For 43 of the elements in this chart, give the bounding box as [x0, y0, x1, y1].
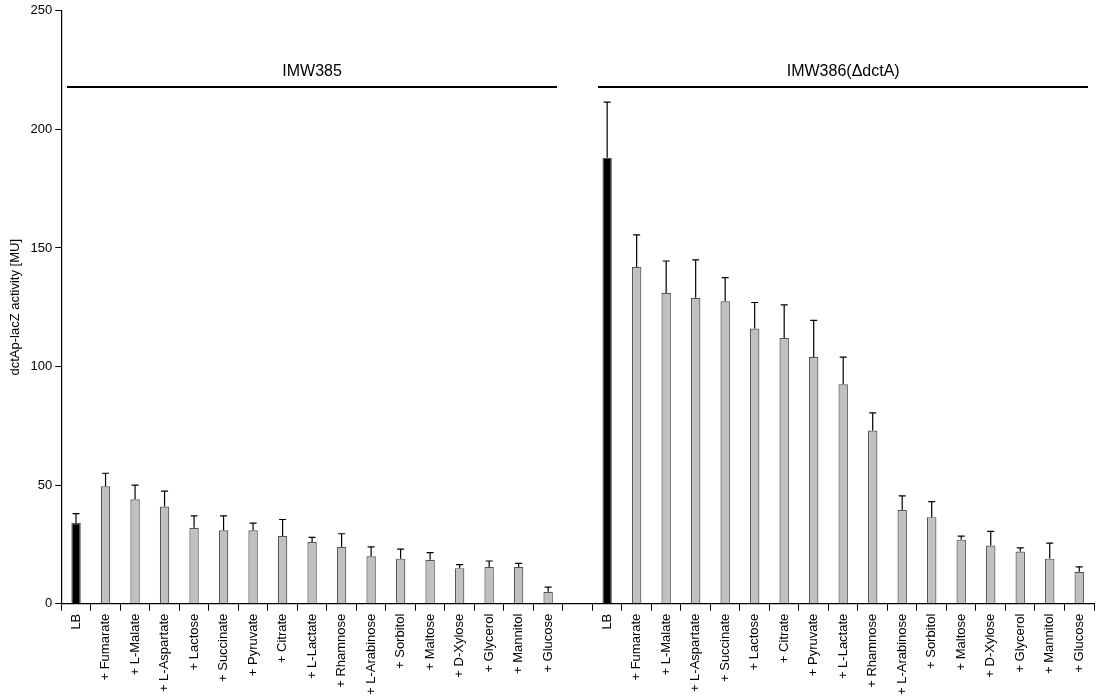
x-tick-label: + Fumarate: [628, 613, 644, 681]
x-tick-label: + Sorbitol: [392, 613, 408, 669]
y-tick-label: 200: [30, 120, 53, 136]
x-tick-label: + Glycerol: [480, 613, 496, 673]
x-tick-label: + Fumarate: [97, 613, 113, 681]
x-tick-label: + L-Arabinose: [362, 613, 378, 696]
x-tick-label: + Citrate: [775, 613, 791, 664]
y-tick-label: 0: [45, 595, 53, 611]
x-tick-label: + Pyruvate: [244, 613, 260, 677]
y-axis-title: dctAp-lacZ activity [MU]: [7, 238, 23, 376]
x-tick-label: + Rhamnose: [333, 613, 349, 688]
x-tick-label: LB: [598, 613, 614, 630]
x-tick-label: + L-Aspartate: [687, 613, 703, 693]
y-tick-label: 50: [37, 476, 53, 492]
x-tick-label: + Maltose: [952, 613, 968, 671]
x-tick-label: + D-Xylose: [982, 613, 998, 678]
x-tick-label: + Rhamnose: [864, 613, 880, 688]
x-tick-label: + L-Arabinose: [893, 613, 909, 696]
x-tick-label: + L-Aspartate: [156, 613, 172, 693]
x-tick-label: LB: [67, 613, 83, 630]
x-tick-label: + Lactose: [185, 613, 201, 671]
x-tick-label: + Pyruvate: [805, 613, 821, 677]
y-tick-label: 250: [30, 2, 53, 18]
y-tick-label: 150: [30, 239, 53, 255]
x-tick-label: + D-Xylose: [451, 613, 467, 678]
x-tick-label: + Glycerol: [1011, 613, 1027, 673]
x-tick-label: + Glucose: [539, 613, 555, 673]
x-tick-label: + Succinate: [215, 613, 231, 682]
y-tick-label: 100: [30, 358, 53, 374]
x-tick-label: + Sorbitol: [923, 613, 939, 669]
x-tick-label: + Mannitol: [510, 613, 526, 675]
x-tick-label: + Lactose: [746, 613, 762, 671]
x-tick-label: + Glucose: [1070, 613, 1086, 673]
x-tick-label: + Mannitol: [1041, 613, 1057, 675]
x-tick-label: + L-Malate: [126, 613, 142, 676]
x-tick-label: + Maltose: [421, 613, 437, 671]
annotation: IMW385: [282, 62, 342, 80]
x-tick-label: + L-Lactate: [303, 613, 319, 680]
x-tick-label: + Succinate: [716, 613, 732, 682]
x-tick-label: + L-Malate: [657, 613, 673, 676]
x-tick-label: + Citrate: [274, 613, 290, 664]
x-tick-label: + L-Lactate: [834, 613, 850, 680]
annotation: IMW386(ΔdctA): [786, 62, 900, 80]
